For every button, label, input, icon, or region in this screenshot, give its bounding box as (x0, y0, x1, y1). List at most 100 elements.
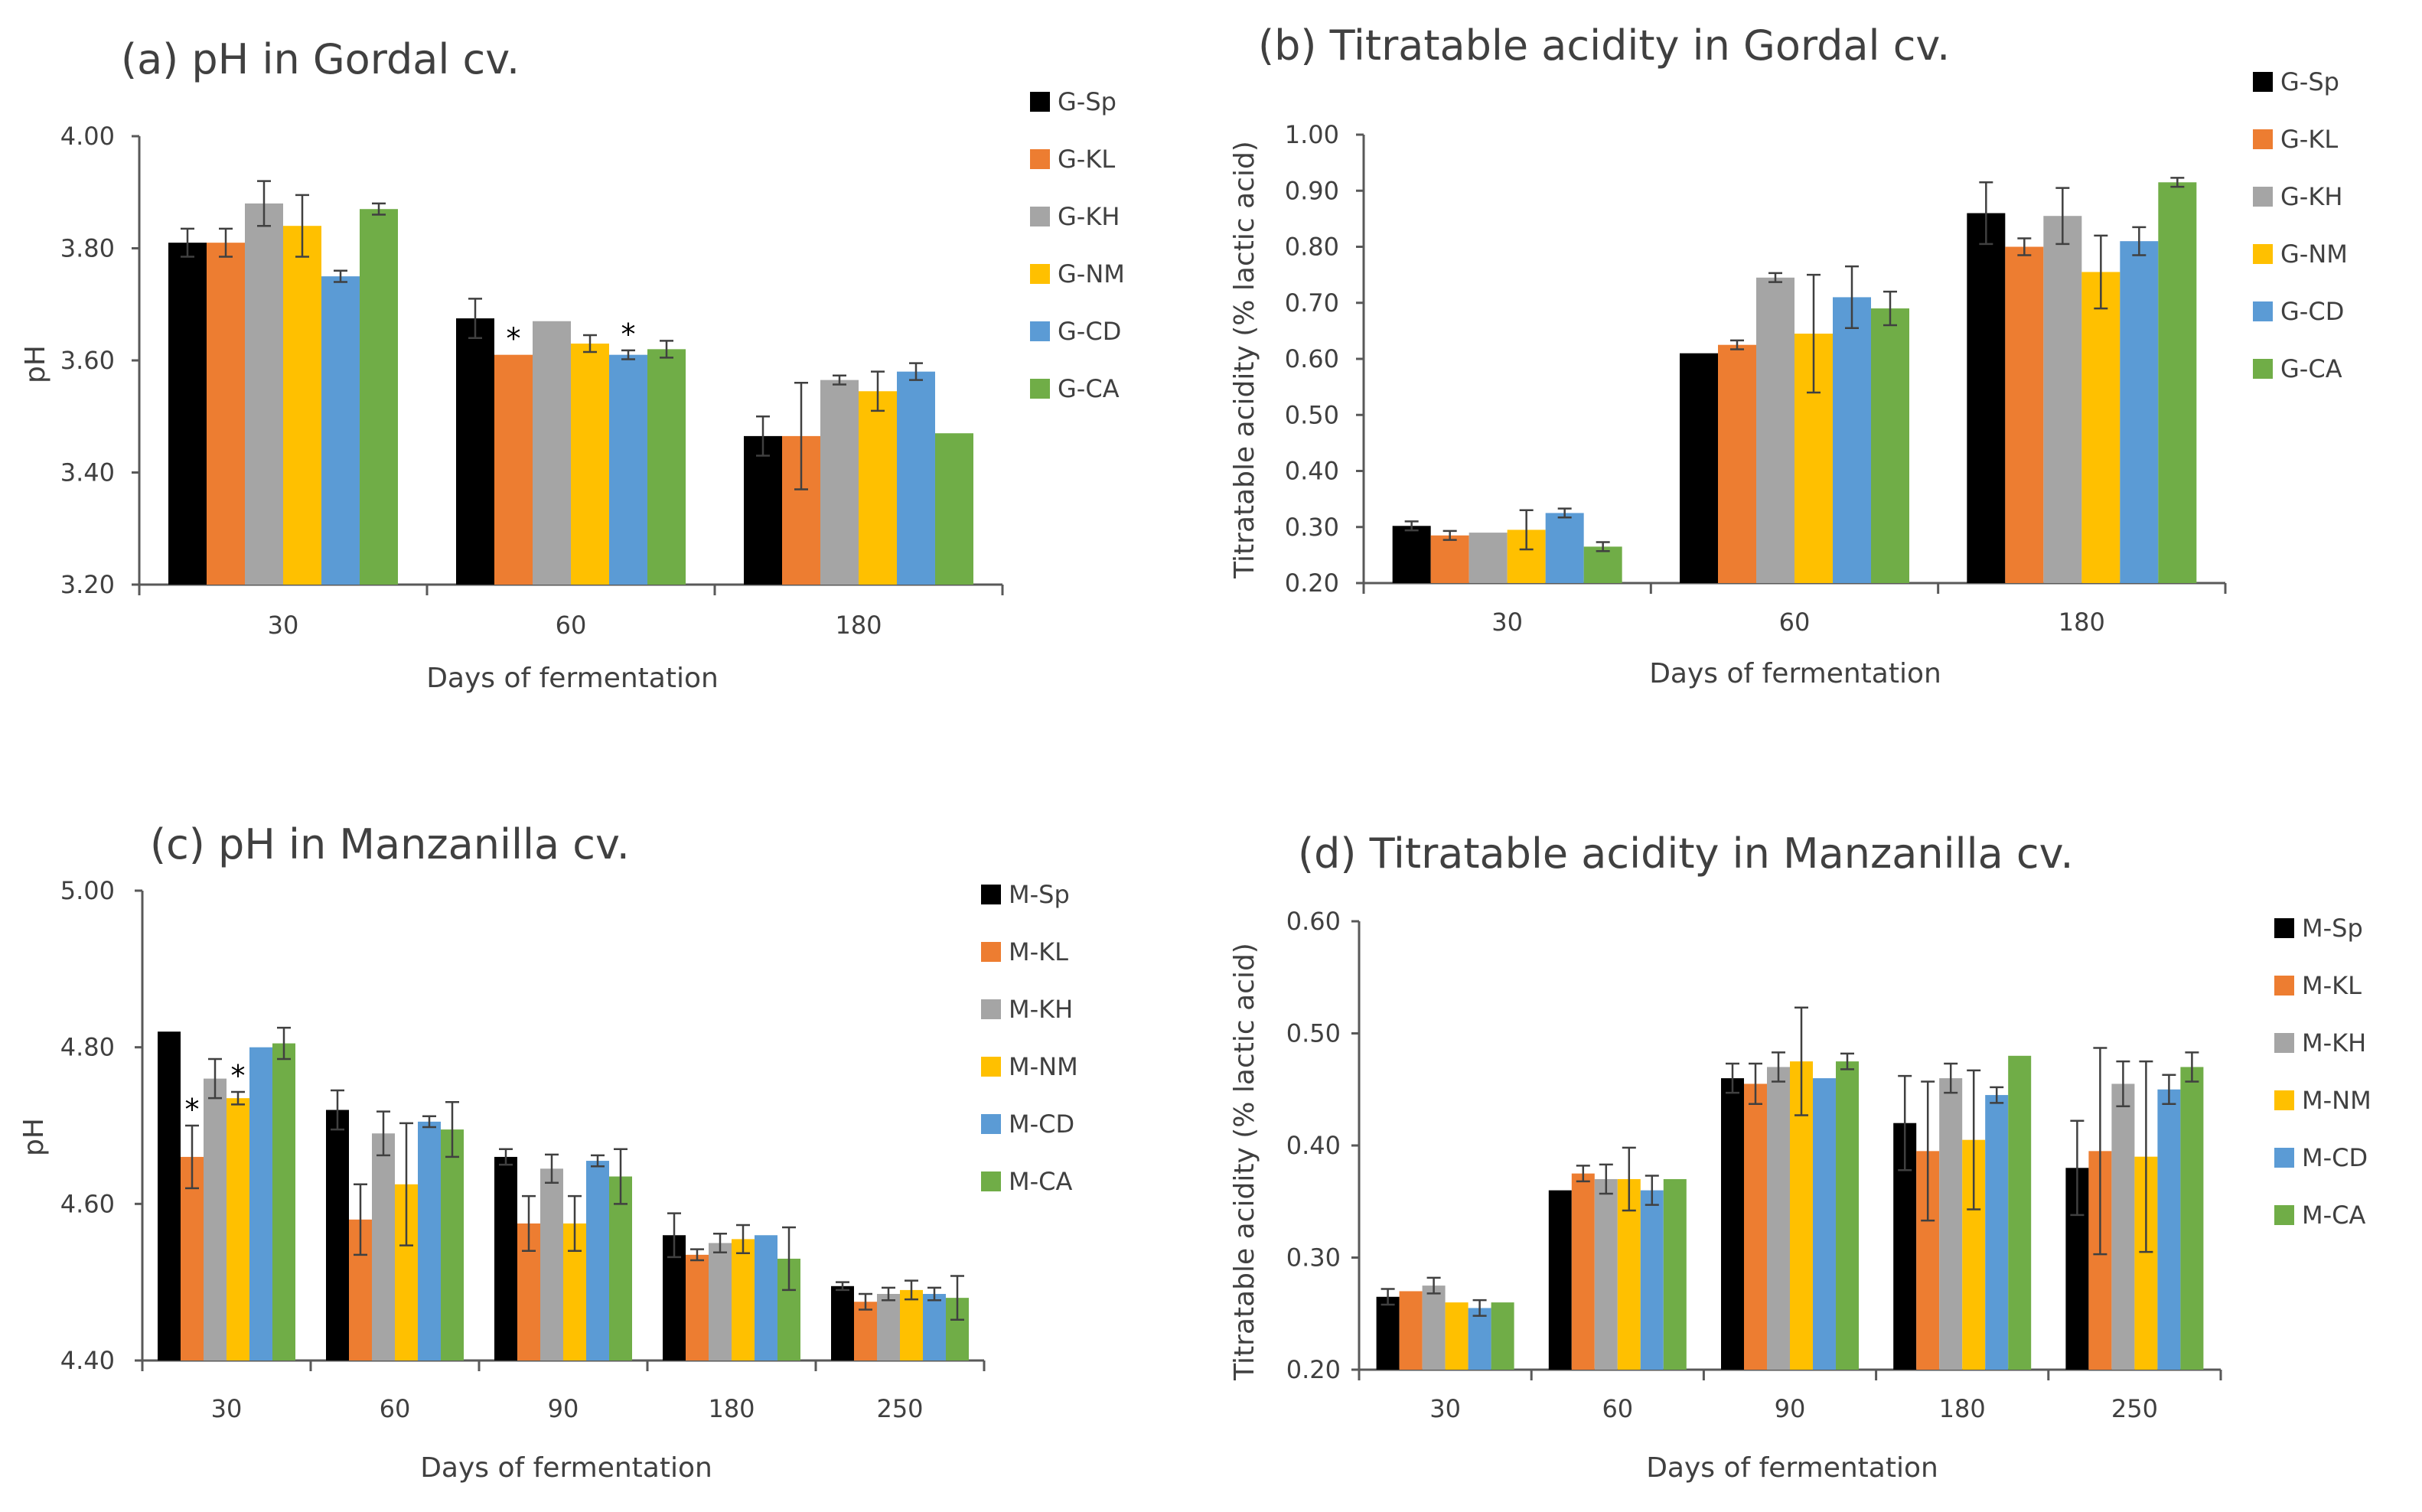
x-tick-label: 180 (835, 611, 882, 640)
significance-marker: * (231, 1059, 246, 1093)
bar-G-NM-180 (859, 391, 897, 585)
x-tick-label: 30 (268, 611, 299, 640)
legend-swatch-G-KH (1030, 207, 1050, 226)
bar-M-KL-180 (686, 1254, 709, 1360)
y-tick-label: 0.40 (1285, 457, 1339, 486)
bar-G-Sp-30 (168, 243, 207, 585)
bar-M-KH-60 (1594, 1178, 1618, 1370)
bar-M-CA-60 (441, 1129, 464, 1360)
y-tick-label: 0.50 (1286, 1019, 1341, 1048)
x-tick-label: 30 (1429, 1394, 1461, 1423)
bar-M-Sp-30 (1376, 1296, 1400, 1370)
legend-swatch-G-CA (2253, 359, 2273, 379)
bar-G-KL-30 (207, 243, 245, 585)
legend-label: M-KH (1009, 995, 1073, 1024)
y-axis-label: pH (18, 1118, 50, 1156)
legend-label: G-CA (2280, 354, 2342, 383)
bar-M-NM-180 (732, 1239, 755, 1360)
chart-title: (d) Titratable acidity in Manzanilla cv. (1298, 829, 2074, 878)
legend-swatch-M-Sp (981, 885, 1001, 904)
chart-title: (a) pH in Gordal cv. (121, 35, 520, 83)
chart-c-svg: (c) pH in Manzanilla cv. Days of ferment… (18, 820, 1078, 1484)
y-tick-label: 3.60 (60, 346, 115, 375)
y-axis-label: Titratable acidity (% lactic acid) (1229, 141, 1260, 579)
legend-swatch-M-CA (981, 1171, 1001, 1191)
legend-label: G-KH (2280, 182, 2342, 211)
y-tick-label: 3.80 (60, 234, 115, 263)
legend-swatch-G-NM (1030, 264, 1050, 284)
legend-label: M-CA (1009, 1167, 1073, 1196)
bar-M-NM-250 (900, 1289, 923, 1360)
x-tick-label: 30 (211, 1394, 243, 1423)
bar-M-CA-180 (2008, 1055, 2032, 1370)
bar-G-CD-180 (897, 371, 935, 585)
bar-M-KH-90 (540, 1168, 563, 1360)
legend-label: G-KL (1058, 145, 1115, 174)
bar-M-CA-30 (1491, 1302, 1514, 1370)
bar-G-CD-180 (2120, 241, 2159, 583)
bar-M-KH-180 (709, 1243, 732, 1360)
bar-M-KH-180 (1939, 1078, 1963, 1370)
legend-swatch-G-NM (2253, 244, 2273, 264)
x-tick-label: 60 (556, 611, 587, 640)
legend-label: G-KL (2280, 125, 2338, 154)
legend-swatch-G-KL (1030, 149, 1050, 169)
x-axis-label: Days of fermentation (426, 663, 719, 694)
legend-label: M-CD (1009, 1110, 1074, 1139)
legend-swatch-G-CA (1030, 379, 1050, 399)
y-tick-label: 4.80 (60, 1033, 115, 1062)
legend-swatch-M-CD (2274, 1148, 2294, 1168)
bar-G-NM-30 (283, 226, 321, 585)
legend-label: M-Sp (1009, 880, 1070, 909)
bar-G-KH-180 (2043, 216, 2082, 583)
legend-swatch-M-KL (2274, 976, 2294, 996)
legend-swatch-G-KH (2253, 187, 2273, 207)
legend-swatch-G-CD (2253, 301, 2273, 321)
y-tick-label: 1.00 (1285, 120, 1339, 149)
legend-swatch-M-KL (981, 942, 1001, 962)
y-axis-label: pH (20, 345, 51, 383)
bar-M-KH-60 (372, 1133, 395, 1360)
bar-M-Sp-30 (158, 1031, 181, 1360)
x-tick-label: 60 (1779, 608, 1811, 637)
bar-M-CA-30 (272, 1043, 295, 1360)
bar-M-CA-250 (2180, 1067, 2204, 1370)
x-tick-label: 180 (2059, 608, 2105, 637)
bar-G-CA-30 (1583, 546, 1622, 583)
bar-M-NM-30 (227, 1098, 249, 1360)
y-tick-label: 4.40 (60, 1346, 115, 1375)
bar-G-Sp-60 (456, 318, 494, 585)
legend-swatch-G-Sp (2253, 72, 2273, 92)
bar-M-NM-30 (1445, 1302, 1469, 1370)
bar-G-Sp-30 (1392, 526, 1431, 583)
significance-marker: * (507, 322, 521, 356)
y-tick-label: 0.30 (1286, 1243, 1341, 1272)
bar-G-KL-30 (1430, 535, 1469, 583)
legend-label: M-KH (2302, 1028, 2366, 1057)
bar-M-KL-60 (1571, 1173, 1595, 1370)
y-tick-label: 0.50 (1285, 400, 1339, 429)
bar-M-CD-60 (418, 1121, 441, 1360)
legend-swatch-M-NM (2274, 1090, 2294, 1110)
y-tick-label: 0.90 (1285, 176, 1339, 205)
chart-panel-d: (d) Titratable acidity in Manzanilla cv.… (1211, 756, 2422, 1512)
legend-label: M-KL (2302, 971, 2362, 1000)
legend-swatch-M-KH (981, 999, 1001, 1019)
bar-M-CA-90 (609, 1176, 632, 1360)
x-tick-label: 180 (1939, 1394, 1986, 1423)
y-tick-label: 0.30 (1285, 513, 1339, 542)
bar-M-KH-250 (2111, 1083, 2135, 1370)
y-tick-label: 0.20 (1286, 1355, 1341, 1384)
legend-label: M-CA (2302, 1201, 2366, 1230)
bar-M-KL-30 (1399, 1291, 1423, 1370)
y-tick-label: 5.00 (60, 876, 115, 905)
x-tick-label: 250 (2111, 1394, 2158, 1423)
legend-label: G-Sp (2280, 67, 2339, 96)
legend-swatch-M-NM (981, 1057, 1001, 1077)
bar-M-KL-90 (1744, 1083, 1767, 1370)
bar-M-CA-60 (1663, 1178, 1687, 1370)
y-tick-label: 3.20 (60, 570, 115, 599)
y-tick-label: 4.60 (60, 1189, 115, 1218)
chart-panel-b: (b) Titratable acidity in Gordal cv. Day… (1211, 0, 2422, 756)
bar-G-KL-60 (1718, 344, 1756, 583)
